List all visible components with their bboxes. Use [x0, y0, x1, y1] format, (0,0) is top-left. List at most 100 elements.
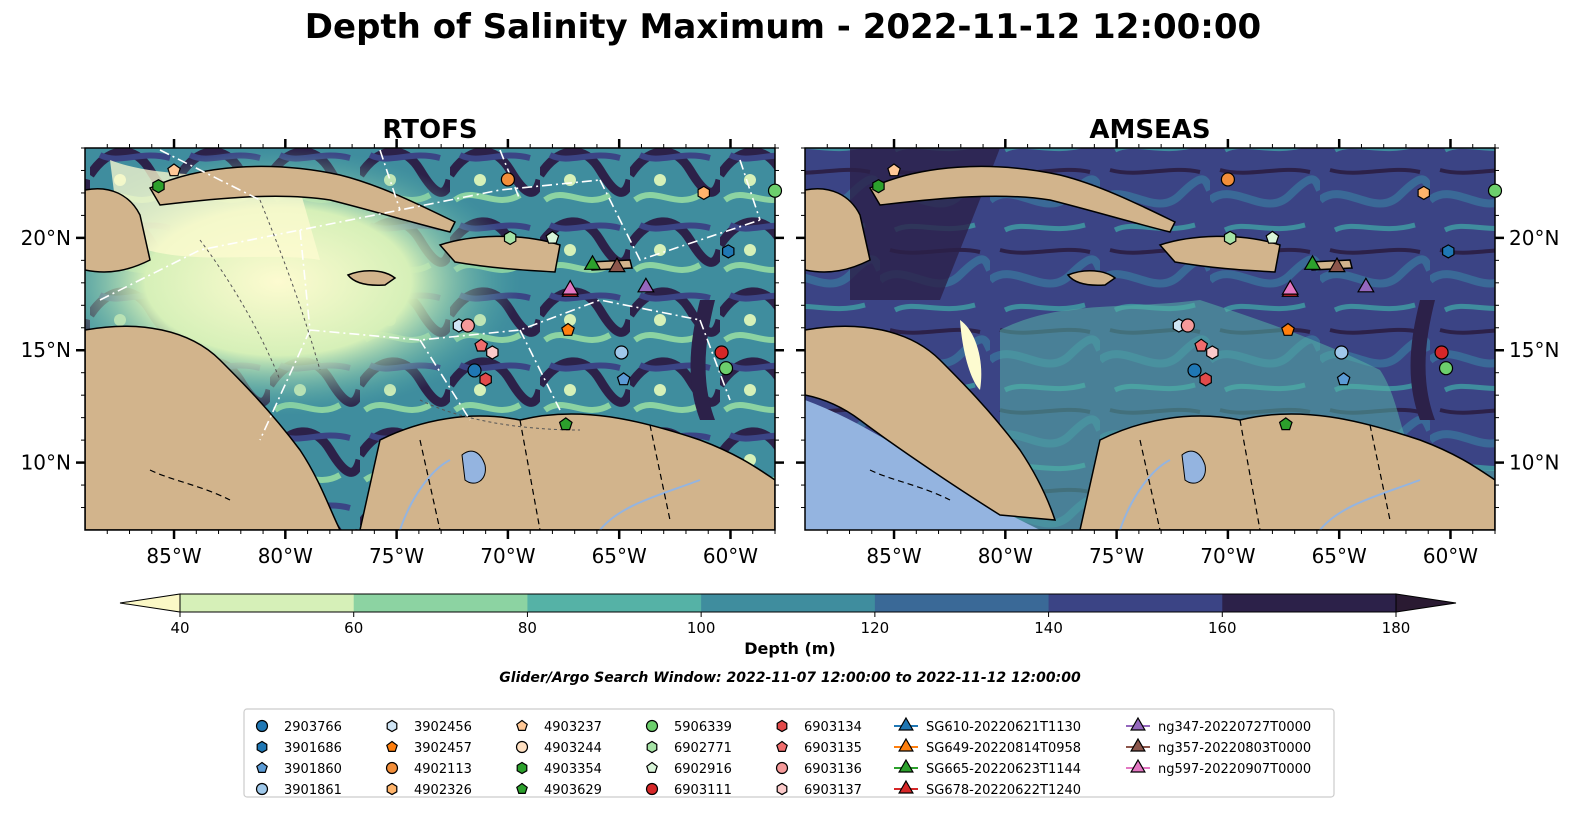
legend-label: 4902326	[414, 783, 472, 798]
legend-label: 6903137	[804, 783, 862, 798]
legend-item: 3901860	[256, 761, 342, 777]
legend-item: SG610-20220621T1130	[894, 716, 1081, 735]
ticks-rtofs: 85°W 80°W 75°W 70°W 65°W 60°W 10°N 15°N 20°N	[21, 139, 784, 568]
legend-label: 4902113	[414, 762, 472, 777]
colorbar-segment	[1222, 594, 1397, 612]
rivers-amseas	[1119, 459, 1421, 530]
frame-rtofs	[84, 147, 776, 531]
y-tick-label: 15°N	[1509, 338, 1559, 362]
colorbar-tick-label: 40	[170, 619, 189, 637]
x-tick-label: 85°W	[146, 544, 201, 568]
x-tick-label: 65°W	[1312, 544, 1367, 568]
colorbar-segment	[874, 594, 1050, 612]
observation-marker	[1487, 183, 1503, 198]
legend-marker	[775, 761, 789, 775]
legend-item: 4902326	[386, 782, 472, 798]
observation-marker	[616, 372, 631, 386]
x-tick-label: 70°W	[1200, 544, 1255, 568]
observation-marker	[167, 163, 181, 177]
legend-item: 6903137	[776, 782, 862, 798]
legend-marker	[645, 719, 659, 733]
observation-marker	[637, 277, 655, 293]
y-tick-label: 10°N	[1509, 451, 1559, 475]
panel-title-amseas: AMSEAS	[1089, 115, 1210, 145]
y-tick-label: 20°N	[21, 226, 71, 250]
observation-marker	[1441, 244, 1455, 259]
legend-marker	[516, 719, 528, 732]
bathy-contours-rtofs	[199, 199, 581, 431]
observation-marker	[474, 338, 489, 352]
legend-item: ng357-20220803T0000	[1126, 737, 1311, 756]
y-tick-label: 20°N	[1509, 226, 1559, 250]
colorbar-tick-label: 180	[1382, 619, 1411, 637]
frame-amseas	[804, 147, 1496, 531]
x-tick-label: 60°W	[1423, 544, 1478, 568]
yucatan-land	[805, 188, 871, 273]
legend-label: 4903237	[544, 720, 602, 735]
legend-item: 4903354	[516, 761, 602, 777]
observation-marker	[486, 345, 499, 360]
legend-marker	[898, 737, 914, 752]
legend-marker	[385, 761, 399, 775]
observation-marker	[1281, 279, 1300, 295]
legend-item: 4903629	[516, 782, 602, 798]
y-tick-label: 10°N	[21, 451, 71, 475]
legend-item: 6903111	[645, 782, 732, 798]
map-panel-rtofs: RTOFS 85°W 80°	[21, 115, 784, 568]
legend-marker	[386, 782, 398, 796]
legend-label: 6902916	[674, 762, 732, 777]
legend-label: 3902457	[414, 741, 472, 756]
legend-label: ng357-20220803T0000	[1158, 741, 1311, 756]
legend-item: 4903237	[516, 719, 602, 735]
legend-item: 6903136	[775, 761, 862, 777]
colorbar-segment	[180, 594, 355, 612]
legend-marker	[255, 782, 269, 796]
colorbar-segment	[701, 594, 876, 612]
shallow-bank-amseas	[960, 320, 982, 390]
map-panel-amseas: AMSEAS 85°W 80°W 75°W 70°W 65°W 60°W 10°N 15°N 2…	[796, 115, 1559, 568]
observation-marker	[614, 345, 629, 360]
legend: 2903766 3901686 3901860 3901861 3902456 39024…	[243, 708, 1335, 798]
legend-label: SG649-20220814T0958	[926, 741, 1081, 756]
colorbar-frame	[179, 593, 1397, 613]
markers-amseas	[872, 163, 1503, 431]
observation-marker	[1199, 372, 1212, 387]
legend-label: ng347-20220727T0000	[1158, 720, 1311, 735]
search-window-text: Glider/Argo Search Window: 2022-11-07 12…	[499, 670, 1081, 686]
colorbar-extend-high	[1395, 593, 1457, 613]
x-tick-label: 80°W	[978, 544, 1033, 568]
observation-marker	[1206, 345, 1219, 360]
legend-item: 2903766	[255, 719, 342, 735]
legend-label: SG610-20220621T1130	[926, 720, 1081, 735]
legend-marker	[776, 719, 788, 733]
colorbar-tick-label: 140	[1034, 619, 1063, 637]
hispaniola-land	[438, 235, 561, 273]
x-tick-label: 80°W	[258, 544, 313, 568]
legend-item: SG678-20220622T1240	[894, 779, 1081, 798]
observation-marker	[1417, 185, 1431, 201]
markers-rtofs	[152, 163, 783, 431]
observation-marker	[1194, 338, 1209, 352]
jamaica-land	[1066, 270, 1117, 286]
legend-label: 6902771	[674, 741, 732, 756]
legend-frame	[243, 708, 1335, 798]
legend-marker	[256, 761, 268, 774]
legend-marker	[515, 740, 529, 754]
legend-marker	[776, 740, 788, 753]
hispaniola-land	[1158, 235, 1281, 273]
legend-marker	[898, 779, 914, 794]
x-tick-label: 75°W	[1089, 544, 1144, 568]
observation-marker	[558, 417, 573, 431]
observation-marker	[1334, 345, 1349, 360]
lesser-antilles-dark	[690, 300, 715, 420]
rivers-rtofs	[399, 459, 701, 530]
legend-item: 4902113	[385, 761, 472, 777]
observation-marker	[767, 183, 783, 198]
observation-marker	[561, 322, 575, 336]
observation-marker	[1434, 345, 1449, 360]
cuba-land	[868, 165, 1177, 233]
legend-label: 5906339	[674, 720, 732, 735]
observation-marker	[561, 279, 580, 295]
observation-marker	[1281, 322, 1295, 336]
